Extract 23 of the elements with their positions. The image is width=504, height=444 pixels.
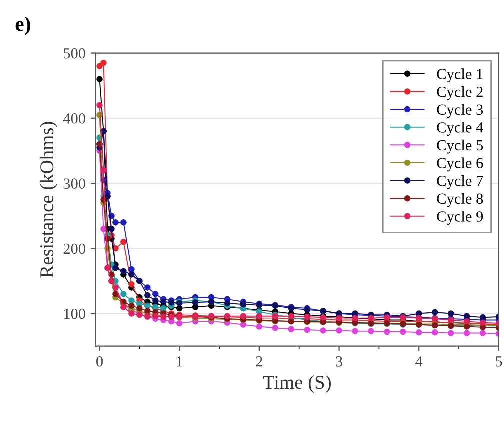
x-tick-label: 0 — [96, 356, 103, 367]
y-tick-label: 500 — [64, 48, 86, 59]
legend-label: Cycle 8 — [437, 193, 484, 208]
legend-label: Cycle 7 — [437, 176, 484, 190]
y-axis-title: Resistance (kOhms) — [40, 122, 58, 278]
legend-label: Cycle 3 — [437, 104, 484, 118]
y-tick-label: 100 — [64, 308, 86, 320]
legend-label: Cycle 1 — [437, 68, 483, 83]
legend-label: Cycle 6 — [437, 158, 484, 172]
x-tick-label: 5 — [496, 356, 502, 367]
legend-label: Cycle 9 — [437, 211, 484, 226]
x-axis-title: Time (S) — [263, 375, 331, 394]
y-tick-label: 300 — [64, 178, 86, 189]
legend-label: Cycle 4 — [437, 122, 484, 136]
x-tick-label: 4 — [416, 356, 423, 367]
chart-title: e) — [16, 16, 30, 36]
y-tick-label: 200 — [64, 244, 86, 254]
legend-label: Cycle 5 — [437, 140, 484, 154]
y-tick-label: 400 — [63, 114, 86, 124]
x-tick-label: 1 — [177, 356, 182, 367]
x-tick-label: 3 — [336, 356, 342, 367]
legend-label: Cycle 2 — [437, 86, 483, 100]
x-tick-label: 2 — [256, 356, 262, 367]
